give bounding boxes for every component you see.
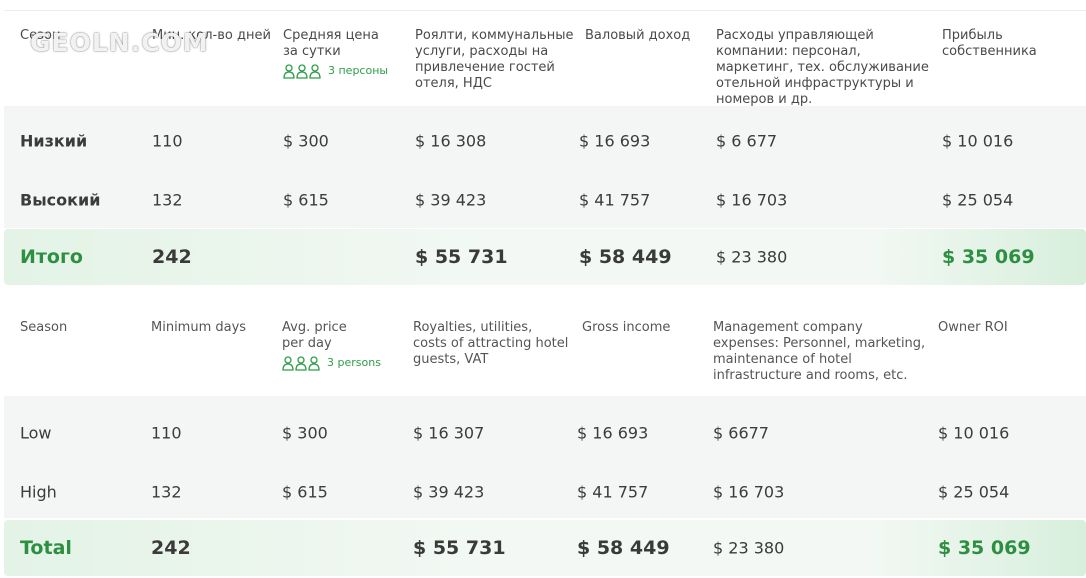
cell-management: $ 6 677 (716, 131, 778, 151)
rows-background (4, 106, 1086, 228)
cell-season: High (20, 482, 57, 502)
header-profit: Прибыль собственника (942, 28, 1037, 60)
total-gross: $ 58 449 (579, 246, 672, 268)
header-line: компании: персонал, (716, 44, 861, 59)
table-row: Высокий 132 $ 615 $ 39 423 $ 41 757 $ 16… (4, 171, 1086, 229)
persons-badge: 3 персоны (283, 63, 388, 79)
header-line: expenses: Personnel, marketing, (713, 336, 926, 351)
total-row: Total 242 $ 55 731 $ 58 449 $ 23 380 $ 3… (4, 520, 1086, 576)
total-gross: $ 58 449 (577, 537, 670, 559)
cell-price: $ 615 (283, 190, 329, 210)
cell-royalties: $ 39 423 (413, 482, 485, 502)
total-royalties: $ 55 731 (415, 246, 508, 268)
cell-days: 110 (151, 423, 182, 443)
header-management: Management company expenses: Personnel, m… (713, 320, 925, 384)
cell-gross: $ 16 693 (579, 131, 651, 151)
header-line: за сутки (283, 44, 341, 59)
header-line: 3 persons (327, 356, 381, 369)
cell-season: Низкий (20, 131, 88, 151)
table-row: High 132 $ 615 $ 39 423 $ 41 757 $ 16 70… (4, 463, 1086, 521)
header-line: Avg. price (282, 320, 347, 335)
total-royalties: $ 55 731 (413, 537, 506, 559)
header-line: Owner ROI (938, 320, 1008, 335)
header-line: отельной инфраструктуры и (716, 76, 914, 91)
watermark: GEOLN.COM (30, 28, 209, 57)
cell-season: Low (20, 423, 52, 443)
total-days: 242 (152, 246, 192, 268)
rows-background (4, 396, 1086, 518)
header-line: Средняя цена (283, 28, 379, 43)
cell-royalties: $ 16 307 (413, 423, 485, 443)
header-gross: Gross income (582, 320, 671, 335)
header-line: услуги, расходы на (415, 44, 549, 59)
header-season: Сезон (20, 28, 61, 43)
total-management: $ 23 380 (716, 247, 788, 267)
header-line: Прибыль (942, 28, 1003, 43)
header-profit: Owner ROI (938, 320, 1008, 336)
header-line: 3 персоны (328, 64, 389, 77)
header-season: Season (20, 320, 68, 335)
header-gross: Валовый доход (585, 28, 691, 43)
total-management: $ 23 380 (713, 538, 785, 558)
header-royalties: Royalties, utilities, costs of attracting… (413, 320, 568, 368)
table-row: Low 110 $ 300 $ 16 307 $ 16 693 $ 6677 $… (4, 404, 1086, 462)
cell-management: $ 16 703 (713, 482, 785, 502)
cell-price: $ 615 (282, 482, 328, 502)
header-line: maintenance of hotel (713, 352, 852, 367)
header-line: Royalties, utilities, (413, 320, 533, 335)
header-line: guests, VAT (413, 352, 489, 367)
cell-price: $ 300 (283, 131, 329, 151)
header-line: infrastructure and rooms, etc. (713, 368, 908, 383)
total-profit: $ 35 069 (942, 246, 1035, 268)
header-royalties: Роялти, коммунальные услуги, расходы на п… (415, 28, 574, 92)
cell-season: Высокий (20, 190, 101, 210)
income-table-ru: Сезон Мин. кол-во дней Средняя цена за с… (4, 0, 1086, 285)
income-table-en: Season Minimum days Avg. price per day 3… (4, 292, 1086, 576)
cell-profit: $ 25 054 (942, 190, 1014, 210)
cell-management: $ 6677 (713, 423, 769, 443)
header-avg-price: Avg. price per day 3 persons (282, 320, 381, 371)
header-line: per day (282, 336, 332, 351)
header-line: привлечение гостей (415, 60, 555, 75)
cell-gross: $ 41 757 (577, 482, 649, 502)
table-row: Низкий 110 $ 300 $ 16 308 $ 16 693 $ 6 6… (4, 112, 1086, 170)
cell-profit: $ 10 016 (938, 423, 1010, 443)
header-line: Management company (713, 320, 863, 335)
header-line: Роялти, коммунальные (415, 28, 574, 43)
header-min-days: Minimum days (151, 320, 247, 335)
cell-royalties: $ 16 308 (415, 131, 487, 151)
table-header: Сезон Мин. кол-во дней Средняя цена за с… (4, 0, 1086, 107)
total-days: 242 (151, 537, 191, 559)
header-line: Расходы управляющей (716, 28, 874, 43)
divider (4, 10, 1086, 11)
table-header: Season Minimum days Avg. price per day 3… (4, 292, 1086, 394)
cell-royalties: $ 39 423 (415, 190, 487, 210)
cell-management: $ 16 703 (716, 190, 788, 210)
header-min-days: Мин. кол-во дней (152, 28, 271, 43)
total-profit: $ 35 069 (938, 537, 1031, 559)
cell-profit: $ 25 054 (938, 482, 1010, 502)
total-label: Итого (20, 246, 83, 268)
header-line: маркетинг, тех. обслуживание (716, 60, 929, 75)
persons-badge: 3 persons (282, 355, 381, 371)
cell-gross: $ 41 757 (579, 190, 651, 210)
three-persons-icon (282, 356, 320, 371)
cell-days: 110 (152, 131, 183, 151)
header-line: costs of attracting hotel (413, 336, 569, 351)
cell-gross: $ 16 693 (577, 423, 649, 443)
header-line: отеля, НДС (415, 76, 492, 91)
cell-price: $ 300 (282, 423, 328, 443)
header-line: собственника (942, 44, 1037, 59)
three-persons-icon (283, 64, 321, 79)
cell-days: 132 (152, 190, 183, 210)
cell-days: 132 (151, 482, 182, 502)
header-line: номеров и др. (716, 92, 813, 107)
total-label: Total (20, 537, 72, 559)
header-management: Расходы управляющей компании: персонал, м… (716, 28, 929, 108)
total-row: Итого 242 $ 55 731 $ 58 449 $ 23 380 $ 3… (4, 229, 1086, 285)
cell-profit: $ 10 016 (942, 131, 1014, 151)
header-avg-price: Средняя цена за сутки 3 персоны (283, 28, 388, 79)
